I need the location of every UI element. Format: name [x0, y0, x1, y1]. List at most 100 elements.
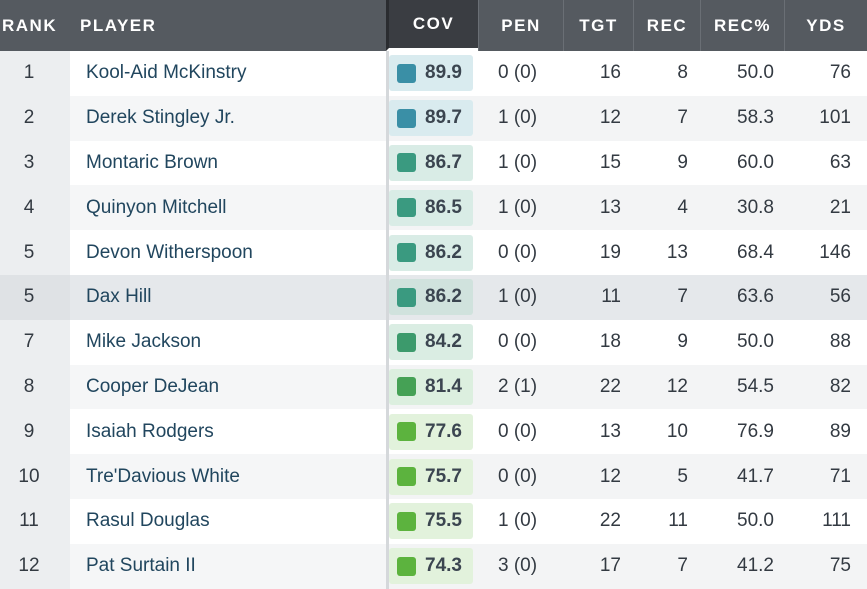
header-pen[interactable]: PEN — [478, 0, 563, 51]
rank-cell: 10 — [0, 454, 70, 499]
table-row[interactable]: 11 Rasul Douglas 75.5 1 (0) 22 11 50.0 111 — [0, 498, 867, 544]
rec-pct-cell: 54.5 — [737, 375, 774, 397]
cov-grade-badge: 89.9 — [389, 55, 473, 92]
grade-color-square — [397, 63, 416, 83]
tgt-cell: 22 — [599, 510, 621, 532]
cov-grade-cell: 77.6 — [386, 409, 478, 455]
cov-grade-cell: 84.2 — [386, 319, 478, 365]
player-name-link[interactable]: Cooper DeJean — [70, 364, 386, 410]
table-row[interactable]: 2 Derek Stingley Jr. 89.7 1 (0) 12 7 58.3 101 — [0, 95, 867, 141]
header-cov-sorted[interactable]: COV — [386, 0, 478, 51]
grade-color-square — [397, 511, 416, 531]
header-player[interactable]: PLAYER — [80, 15, 157, 35]
tgt-cell: 22 — [599, 375, 621, 397]
player-name-link[interactable]: Mike Jackson — [70, 319, 386, 365]
rank-cell: 8 — [0, 364, 70, 410]
rank-cell: 3 — [0, 140, 70, 186]
cov-grade-cell: 89.7 — [386, 95, 478, 141]
player-name-link[interactable]: Quinyon Mitchell — [70, 185, 386, 231]
tgt-cell: 11 — [601, 286, 621, 308]
table-row[interactable]: 5 Devon Witherspoon 86.2 0 (0) 19 13 68.4 146 — [0, 230, 867, 275]
cov-grade-cell: 89.9 — [386, 51, 478, 96]
yds-cell: 88 — [829, 331, 851, 353]
pen-cell: 1 (0) — [498, 151, 538, 173]
yds-cell: 71 — [829, 465, 851, 487]
cov-grade-value: 86.7 — [425, 151, 462, 173]
rec-cell: 11 — [668, 510, 688, 532]
rec-pct-cell: 41.7 — [737, 465, 774, 487]
cov-grade-cell: 75.7 — [386, 454, 478, 499]
pen-cell: 2 (1) — [498, 375, 538, 397]
player-name-link[interactable]: Montaric Brown — [70, 140, 386, 186]
tgt-cell: 13 — [599, 196, 621, 218]
pen-cell: 0 (0) — [498, 241, 538, 263]
rec-pct-cell: 50.0 — [737, 510, 774, 532]
rec-cell: 8 — [677, 62, 688, 84]
cov-grade-value: 86.5 — [425, 196, 462, 218]
tgt-cell: 13 — [599, 420, 621, 442]
player-name-link[interactable]: Dax Hill — [70, 274, 386, 320]
rec-cell: 9 — [677, 151, 688, 173]
header-yds[interactable]: YDS — [784, 0, 867, 51]
rank-cell: 5 — [0, 230, 70, 275]
grade-color-square — [397, 377, 416, 397]
player-name-link[interactable]: Pat Surtain II — [70, 543, 386, 589]
table-row[interactable]: 3 Montaric Brown 86.7 1 (0) 15 9 60.0 63 — [0, 140, 867, 186]
table-row[interactable]: 4 Quinyon Mitchell 86.5 1 (0) 13 4 30.8 21 — [0, 185, 867, 231]
player-name-link[interactable]: Tre'Davious White — [70, 454, 386, 499]
cov-grade-cell: 86.7 — [386, 140, 478, 186]
pen-cell: 0 (0) — [498, 465, 538, 487]
grade-color-square — [397, 198, 416, 218]
rec-pct-cell: 60.0 — [737, 151, 774, 173]
header-rec-pct[interactable]: REC% — [700, 0, 784, 51]
player-name-link[interactable]: Derek Stingley Jr. — [70, 95, 386, 141]
cov-grade-badge: 74.3 — [389, 548, 473, 585]
yds-cell: 111 — [822, 510, 851, 532]
cov-grade-badge: 77.6 — [389, 413, 473, 450]
player-name-link[interactable]: Devon Witherspoon — [70, 230, 386, 275]
tgt-cell: 19 — [599, 241, 621, 263]
tgt-cell: 17 — [599, 555, 621, 577]
rec-pct-cell: 68.4 — [737, 241, 774, 263]
table-row[interactable]: 12 Pat Surtain II 74.3 3 (0) 17 7 41.2 75 — [0, 543, 867, 589]
grade-color-square — [397, 556, 416, 576]
header-rank[interactable]: RANK — [2, 15, 58, 35]
pen-cell: 0 (0) — [498, 331, 538, 353]
rec-cell: 7 — [677, 286, 688, 308]
rank-cell: 4 — [0, 185, 70, 231]
cov-grade-cell: 81.4 — [386, 364, 478, 410]
tgt-cell: 18 — [599, 331, 621, 353]
player-name-link[interactable]: Isaiah Rodgers — [70, 409, 386, 455]
table-row[interactable]: 5 Dax Hill 86.2 1 (0) 11 7 63.6 56 — [0, 274, 867, 320]
yds-cell: 56 — [829, 286, 851, 308]
player-name-link[interactable]: Rasul Douglas — [70, 498, 386, 544]
table-row[interactable]: 1 Kool-Aid McKinstry 89.9 0 (0) 16 8 50.0 76 — [0, 51, 867, 96]
cov-grade-cell: 86.2 — [386, 230, 478, 275]
table-row[interactable]: 10 Tre'Davious White 75.7 0 (0) 12 5 41.7 71 — [0, 454, 867, 499]
rank-cell: 9 — [0, 409, 70, 455]
cov-grade-badge: 84.2 — [389, 324, 473, 361]
cov-grade-value: 89.9 — [425, 62, 462, 84]
rank-cell: 5 — [0, 274, 70, 320]
cov-grade-badge: 89.7 — [389, 100, 473, 137]
table-row[interactable]: 8 Cooper DeJean 81.4 2 (1) 22 12 54.5 82 — [0, 364, 867, 410]
cov-grade-badge: 86.2 — [389, 234, 473, 271]
tgt-cell: 12 — [599, 465, 621, 487]
cov-grade-value: 75.5 — [425, 510, 462, 532]
table-body: 1 Kool-Aid McKinstry 89.9 0 (0) 16 8 50.0 76 2 De… — [0, 51, 867, 589]
header-tgt[interactable]: TGT — [563, 0, 633, 51]
yds-cell: 82 — [829, 375, 851, 397]
cov-grade-value: 81.4 — [425, 375, 462, 397]
tgt-cell: 15 — [599, 151, 621, 173]
grade-color-square — [397, 422, 416, 442]
pen-cell: 0 (0) — [498, 420, 538, 442]
cov-grade-badge: 81.4 — [389, 368, 473, 405]
header-rec[interactable]: REC — [633, 0, 700, 51]
yds-cell: 101 — [819, 107, 851, 129]
rec-cell: 7 — [677, 107, 688, 129]
table-row[interactable]: 9 Isaiah Rodgers 77.6 0 (0) 13 10 76.9 89 — [0, 409, 867, 455]
rank-cell: 7 — [0, 319, 70, 365]
player-name-link[interactable]: Kool-Aid McKinstry — [70, 51, 386, 96]
table-row[interactable]: 7 Mike Jackson 84.2 0 (0) 18 9 50.0 88 — [0, 319, 867, 365]
